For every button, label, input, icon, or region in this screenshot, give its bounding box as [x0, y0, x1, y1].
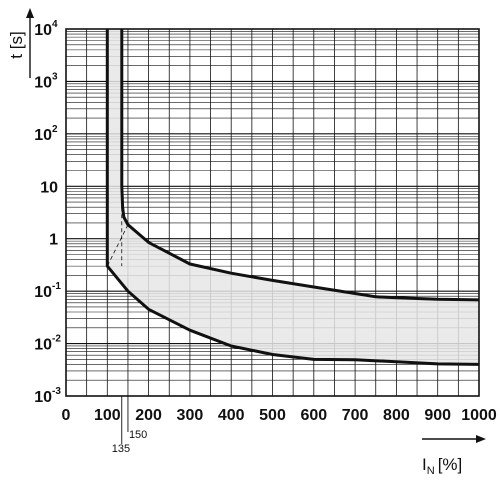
- y-axis-label: t [s]: [7, 31, 26, 58]
- y-tick-label: 10 -1: [34, 281, 61, 301]
- y-tick-base: 10: [34, 22, 52, 39]
- lower-curve: [105, 29, 480, 366]
- plot-border: [65, 28, 480, 397]
- y-tick-label: 10 -3: [34, 386, 61, 406]
- x-tick-labels: 0 100 200 300 400 500 600 700 800 900 1000: [62, 407, 497, 424]
- x-tick-label: 1000: [461, 407, 497, 424]
- tolerance-band: [107, 29, 480, 365]
- y-tick-label: 1: [49, 232, 58, 249]
- y-tick-exponent: 4: [52, 19, 58, 30]
- x-axis-label: IN [%]: [422, 455, 462, 477]
- x-tick-label: 900: [424, 407, 451, 424]
- x-axis-label-main: I: [422, 455, 427, 474]
- y-tick-base: 1: [49, 232, 58, 249]
- y-tick-label: 10: [40, 179, 58, 196]
- y-tick-base: 10: [40, 179, 58, 196]
- y-tick-exponent: -1: [52, 281, 61, 292]
- x-axis-label-unit: [%]: [438, 455, 463, 474]
- y-tick-label: 10 3: [34, 71, 58, 91]
- x-axis-title: IN [%]: [422, 435, 486, 477]
- y-tick-base: 10: [34, 74, 52, 91]
- x-tick-label: 100: [94, 407, 121, 424]
- x-tick-label: 700: [342, 407, 369, 424]
- x-axis-label-subscript: N: [427, 465, 435, 477]
- upper-curve: [120, 29, 480, 302]
- y-tick-exponent: -3: [52, 386, 61, 397]
- annotation-label: 135: [112, 443, 130, 455]
- tolerance-band-fill: [107, 29, 480, 365]
- x-tick-label: 400: [218, 407, 245, 424]
- x-tick-label: 600: [300, 407, 327, 424]
- x-tick-label: 0: [62, 407, 71, 424]
- y-tick-exponent: 3: [52, 71, 58, 82]
- y-axis-arrowhead-icon: [26, 8, 34, 18]
- y-tick-base: 10: [34, 389, 52, 406]
- x-tick-label: 300: [177, 407, 204, 424]
- x-axis-arrowhead-icon: [476, 435, 486, 443]
- y-tick-base: 10: [34, 284, 52, 301]
- annotation-label: 150: [129, 429, 147, 441]
- curves: [105, 29, 480, 366]
- plot-frame: [65, 28, 480, 397]
- x-tick-label: 200: [135, 407, 162, 424]
- y-tick-label: 10 -2: [34, 334, 61, 354]
- x-tick-label: 800: [383, 407, 410, 424]
- dashed-connector: [106, 224, 129, 267]
- y-tick-exponent: 2: [52, 124, 58, 135]
- y-tick-base: 10: [34, 337, 52, 354]
- y-tick-label: 10 2: [34, 124, 58, 144]
- x-tick-label: 500: [259, 407, 286, 424]
- y-tick-label: 10 4: [34, 19, 58, 39]
- y-axis-title: t [s]: [7, 8, 34, 78]
- y-tick-base: 10: [34, 127, 52, 144]
- y-tick-exponent: -2: [52, 334, 61, 345]
